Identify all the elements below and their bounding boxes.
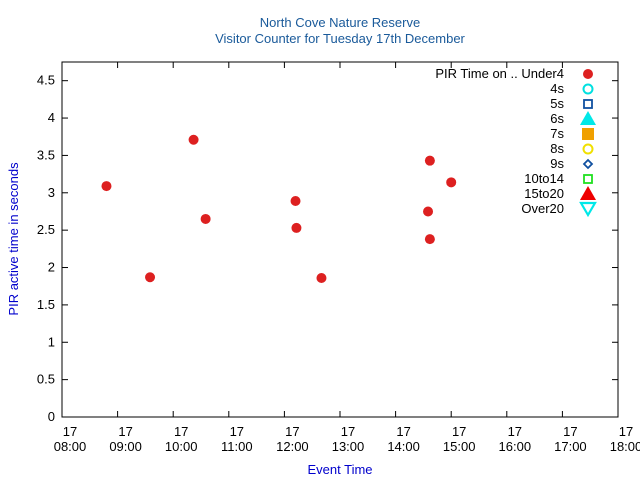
x-tick-label-day: 17	[63, 424, 77, 439]
legend-label: 5s	[550, 96, 564, 111]
y-axis-label: PIR active time in seconds	[6, 162, 21, 316]
x-tick-label-time: 10:00	[165, 439, 198, 454]
x-tick-label-day: 17	[341, 424, 355, 439]
x-tick-label-day: 17	[396, 424, 410, 439]
legend-marker	[582, 158, 594, 170]
plot-frame	[61, 61, 619, 418]
data-point	[423, 206, 434, 217]
legend-label: 15to20	[524, 186, 564, 201]
y-tick-label: 0	[48, 409, 55, 424]
x-tick-label-day: 17	[118, 424, 132, 439]
x-tick-label-time: 08:00	[54, 439, 87, 454]
x-tick-label-time: 14:00	[387, 439, 420, 454]
y-tick-label: 2	[48, 260, 55, 275]
x-tick-label-time: 15:00	[443, 439, 476, 454]
legend-marker	[580, 186, 596, 200]
legend-marker	[583, 174, 593, 184]
legend-marker	[580, 111, 596, 125]
x-tick-label-day: 17	[452, 424, 466, 439]
legend-marker	[582, 128, 594, 140]
y-tick-label: 3	[48, 185, 55, 200]
legend-label: 7s	[550, 126, 564, 141]
legend-label: 10to14	[524, 171, 564, 186]
chart-subtitle: Visitor Counter for Tuesday 17th Decembe…	[215, 31, 465, 46]
data-point	[101, 181, 112, 192]
data-point	[145, 272, 156, 283]
legend: PIR Time on .. Under44s5s6s7s8s9s10to141…	[435, 66, 597, 218]
axis-ticks: 00.511.522.533.544.51708:001709:001710:0…	[37, 62, 640, 454]
legend-label: PIR Time on .. Under4	[435, 66, 564, 81]
x-tick-label-time: 09:00	[109, 439, 142, 454]
x-tick-label-time: 12:00	[276, 439, 309, 454]
y-tick-label: 2.5	[37, 222, 55, 237]
x-tick-label-day: 17	[230, 424, 244, 439]
x-tick-label-day: 17	[285, 424, 299, 439]
legend-marker	[583, 99, 593, 109]
x-tick-label-day: 17	[619, 424, 633, 439]
data-points	[101, 134, 457, 283]
legend-label: Over20	[521, 201, 564, 216]
x-tick-label-day: 17	[174, 424, 188, 439]
x-tick-label-time: 13:00	[332, 439, 365, 454]
legend-label: 6s	[550, 111, 564, 126]
y-tick-label: 0.5	[37, 372, 55, 387]
x-tick-label-time: 11:00	[221, 439, 253, 454]
y-tick-label: 1.5	[37, 297, 55, 312]
x-axis-label: Event Time	[307, 462, 372, 477]
data-point	[290, 196, 301, 207]
y-tick-label: 1	[48, 334, 55, 349]
legend-label: 8s	[550, 141, 564, 156]
data-point	[424, 234, 435, 245]
y-tick-label: 4.5	[37, 73, 55, 88]
x-tick-label-day: 17	[563, 424, 577, 439]
y-tick-label: 4	[48, 110, 55, 125]
data-point	[291, 222, 302, 233]
data-point	[424, 155, 435, 166]
data-point	[446, 177, 457, 188]
chart-title: North Cove Nature Reserve	[260, 15, 420, 30]
legend-marker	[583, 69, 593, 79]
data-point	[316, 272, 327, 283]
legend-label: 4s	[550, 81, 564, 96]
data-point	[200, 213, 211, 224]
x-tick-label-time: 17:00	[554, 439, 587, 454]
x-tick-label-time: 18:00	[610, 439, 640, 454]
legend-marker	[582, 83, 594, 95]
data-point	[188, 134, 199, 145]
legend-label: 9s	[550, 156, 564, 171]
legend-marker	[579, 201, 597, 218]
legend-marker	[582, 143, 594, 155]
x-tick-label-day: 17	[508, 424, 522, 439]
x-tick-label-time: 16:00	[499, 439, 532, 454]
y-tick-label: 3.5	[37, 147, 55, 162]
